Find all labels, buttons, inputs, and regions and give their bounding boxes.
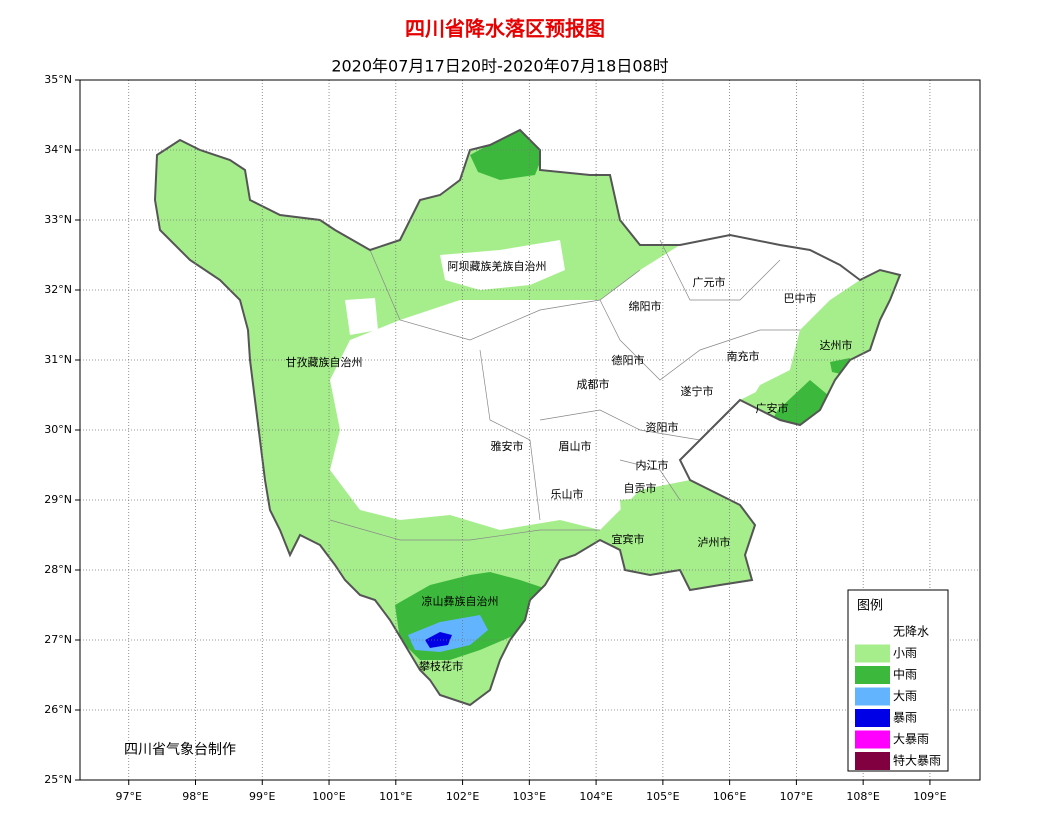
x-tick-label: 107°E <box>780 790 813 803</box>
x-tick-label: 99°E <box>249 790 275 803</box>
y-tick-label: 28°N <box>44 563 72 576</box>
region-label: 内江市 <box>636 458 669 472</box>
region-label: 眉山市 <box>559 439 592 453</box>
boundary <box>619 459 681 501</box>
x-tick-label: 101°E <box>379 790 412 803</box>
y-tick-label: 32°N <box>44 283 72 296</box>
x-tick-label: 100°E <box>312 790 345 803</box>
x-tick-label: 108°E <box>846 790 879 803</box>
y-tick-label: 30°N <box>44 423 72 436</box>
region-label: 攀枝花市 <box>419 659 463 673</box>
legend-swatch <box>855 623 890 641</box>
legend-swatch <box>855 687 890 706</box>
y-tick-label: 29°N <box>44 493 72 506</box>
subtitle: 2020年07月17日20时-2020年07月18日08时 <box>331 57 668 76</box>
region-label: 凉山彝族自治州 <box>422 594 499 608</box>
legend-swatch <box>855 709 890 727</box>
y-tick-label: 25°N <box>44 773 72 786</box>
x-tick-label: 106°E <box>713 790 746 803</box>
region-label: 甘孜藏族自治州 <box>286 355 363 369</box>
region-label: 资阳市 <box>646 420 679 434</box>
frame <box>79 79 981 781</box>
legend-swatch <box>855 752 890 770</box>
region-label: 广安市 <box>756 401 789 415</box>
title: 四川省降水落区预报图 <box>405 17 605 41</box>
region-label: 广元市 <box>693 275 726 289</box>
legend-label: 暴雨 <box>893 711 917 725</box>
region-label: 乐山市 <box>551 487 584 501</box>
region-label: 宜宾市 <box>612 532 645 546</box>
region-label: 南充市 <box>727 349 760 363</box>
region-label: 遂宁市 <box>681 384 714 398</box>
no-rain-area <box>345 298 378 335</box>
legend-label: 小雨 <box>893 646 917 660</box>
region-label: 绵阳市 <box>629 299 662 313</box>
legend-label: 中雨 <box>893 667 917 682</box>
legend-label: 大雨 <box>893 689 917 703</box>
boundary <box>599 299 800 381</box>
region-label: 雅安市 <box>491 439 524 453</box>
legend-swatch <box>855 730 890 749</box>
x-tick-label: 102°E <box>446 790 479 803</box>
boundary <box>539 409 701 441</box>
legend-label: 大暴雨 <box>893 732 929 746</box>
x-tick-label: 105°E <box>646 790 679 803</box>
region-label: 成都市 <box>577 377 610 391</box>
y-tick-label: 33°N <box>44 213 72 226</box>
legend-swatch <box>855 666 890 684</box>
legend-label: 特大暴雨 <box>893 753 941 768</box>
x-tick-label: 98°E <box>182 790 208 803</box>
region-label: 阿坝藏族羌族自治州 <box>448 259 547 273</box>
x-tick-label: 97°E <box>116 790 142 803</box>
y-tick-label: 27°N <box>44 633 72 646</box>
x-tick-label: 104°E <box>579 790 612 803</box>
light-rain-area <box>620 495 752 590</box>
credit: 四川省气象台制作 <box>124 742 236 758</box>
y-tick-label: 31°N <box>44 353 72 366</box>
region-label: 自贡市 <box>624 481 657 495</box>
y-tick-label: 34°N <box>44 143 72 156</box>
light-rain-area <box>745 275 900 410</box>
y-tick-label: 26°N <box>44 703 72 716</box>
x-tick-label: 103°E <box>513 790 546 803</box>
region-labels: 阿坝藏族羌族自治州 广元市 巴中市 绵阳市 甘孜藏族自治州 达州市 德阳市 南充… <box>286 259 853 673</box>
legend-title: 图例 <box>857 599 883 614</box>
region-label: 泸州市 <box>698 535 731 549</box>
moderate-rain-area <box>470 130 545 180</box>
region-label: 巴中市 <box>784 291 817 305</box>
legend-swatch <box>855 644 890 663</box>
region-label: 德阳市 <box>612 353 645 367</box>
no-rain-area <box>440 240 565 290</box>
x-tick-label: 109°E <box>913 790 946 803</box>
rainstorm-area <box>425 632 452 648</box>
boundary <box>329 519 600 541</box>
boundary <box>659 239 781 301</box>
region-label: 达州市 <box>820 338 853 352</box>
legend-label: 无降水 <box>893 625 929 639</box>
y-tick-label: 35°N <box>44 73 72 86</box>
boundary <box>369 249 641 341</box>
